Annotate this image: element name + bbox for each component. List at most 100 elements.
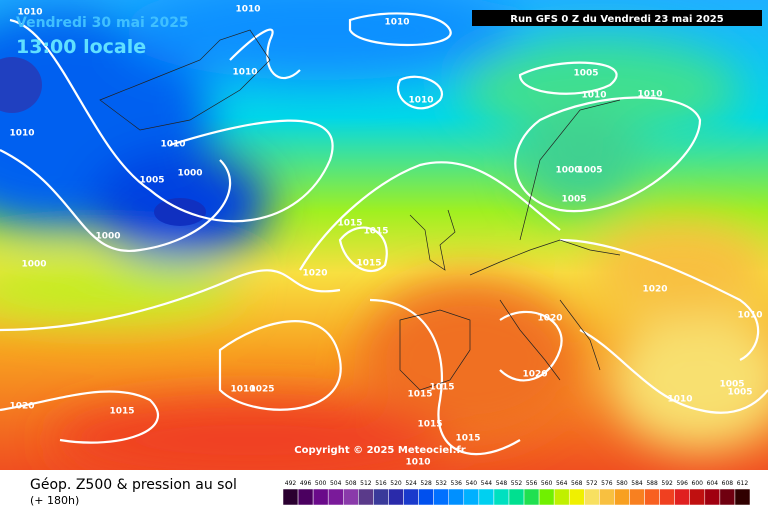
- scale-label: 572: [586, 480, 598, 487]
- isobar-label: 1005: [727, 388, 752, 398]
- scale-label: 604: [707, 480, 719, 487]
- isobar-label: 1010: [230, 385, 255, 395]
- copyright: Copyright © 2025 Meteociel.fr: [294, 445, 465, 456]
- scale-swatch: [704, 488, 721, 506]
- time: 13:00 locale: [16, 36, 146, 58]
- isobar-labels: 1010 1010 1010 1010 1005 1010 1010 1010 1010 1010…: [9, 5, 762, 468]
- scale-swatch: [388, 488, 404, 506]
- scale-swatch: [343, 488, 359, 506]
- scale-swatch: [297, 488, 314, 506]
- isobar-label: 1010: [384, 18, 409, 28]
- isobar-label: 1010: [637, 90, 662, 100]
- isobar-label: 1015: [455, 434, 480, 444]
- scale-label: 528: [420, 480, 432, 487]
- scale-swatch: [553, 488, 570, 506]
- scale-swatch: [523, 488, 540, 506]
- isobar-label: 1020: [537, 314, 562, 324]
- isobar-label: 1015: [417, 420, 442, 430]
- isobar-label: 1010: [9, 129, 34, 139]
- scale-swatch: [478, 488, 495, 506]
- scale-swatch: [327, 488, 344, 506]
- scale-label: 532: [435, 480, 447, 487]
- scale-swatch: [614, 488, 630, 506]
- isobar-label: 1010: [160, 140, 185, 150]
- footer-title: Géop. Z500 & pression au sol: [30, 477, 237, 493]
- scale-label: 492: [285, 480, 297, 487]
- scale-swatch: [358, 488, 374, 506]
- scale-swatch: [373, 488, 389, 506]
- scale-label: 556: [526, 480, 538, 487]
- scale-swatch: [493, 488, 510, 506]
- scale-label: 500: [315, 480, 327, 487]
- isobar-label: 1010: [405, 458, 430, 468]
- scale-label: 560: [541, 480, 553, 487]
- isobar-label: 1000: [177, 169, 202, 179]
- scale-label: 516: [375, 480, 387, 487]
- color-scale: 492 496 500 504 508 512 516 520 524 528 532 536 540 5…: [282, 480, 751, 506]
- scale-label: 496: [300, 480, 312, 487]
- isobar-label: 1000: [555, 166, 580, 176]
- isobar-label: 1020: [9, 402, 34, 412]
- isobar-label: 1010: [408, 96, 433, 106]
- isobar-label: 1010: [667, 395, 692, 405]
- isobar-label: 1015: [407, 390, 432, 400]
- date: Vendredi 30 mai 2025: [16, 15, 189, 31]
- scale-label: 596: [676, 480, 688, 487]
- scale-label: 576: [601, 480, 613, 487]
- scale-swatch: [538, 488, 555, 506]
- isobar-label: 1000: [21, 260, 46, 270]
- isobar-label: 1005: [561, 195, 586, 205]
- isobar-label: 1015: [429, 383, 454, 393]
- isobar-label: 1010: [17, 8, 42, 18]
- isobar-label: 1005: [577, 166, 602, 176]
- scale-label: 504: [330, 480, 342, 487]
- scale-label: 612: [737, 480, 749, 487]
- isobar-label: 1000: [95, 232, 120, 242]
- run-box: [472, 10, 762, 26]
- scale-swatch: [508, 488, 525, 506]
- scale-swatch: [433, 488, 449, 506]
- scale-swatch: [282, 488, 299, 506]
- scale-label: 536: [451, 480, 463, 487]
- scale-swatch: [584, 488, 600, 506]
- scale-swatch: [719, 488, 736, 506]
- scale-label: 540: [466, 480, 478, 487]
- scale-swatch: [659, 488, 675, 506]
- scale-label: 520: [390, 480, 402, 487]
- scale-swatch: [448, 488, 465, 506]
- field: [0, 0, 768, 470]
- isobar-label: 1010: [737, 311, 762, 321]
- isobar-label: 1015: [356, 259, 381, 269]
- scale-label: 548: [496, 480, 508, 487]
- scale-label: 512: [360, 480, 372, 487]
- scale-label: 592: [661, 480, 673, 487]
- scale-label: 564: [556, 480, 568, 487]
- isobar-label: 1015: [109, 407, 134, 417]
- scale-label: 600: [692, 480, 704, 487]
- isobar-label: 1020: [522, 370, 547, 380]
- isobar-label: 1015: [337, 219, 362, 229]
- scale-swatch: [463, 488, 480, 506]
- isobar-label: 1020: [642, 285, 667, 295]
- isobar-label: 1010: [235, 5, 260, 15]
- scale-swatch: [418, 488, 434, 506]
- scale-swatch: [403, 488, 419, 506]
- scale-label: 544: [481, 480, 493, 487]
- scale-label: 588: [646, 480, 658, 487]
- isobar-label: 1010: [581, 91, 606, 101]
- scale-label: 584: [631, 480, 643, 487]
- scale-label: 580: [616, 480, 628, 487]
- footer-lead: (+ 180h): [30, 494, 79, 507]
- isobar-label: 1005: [719, 380, 744, 390]
- scale-swatch: [629, 488, 645, 506]
- scale-swatch: [689, 488, 706, 506]
- scale-swatch: [734, 488, 751, 506]
- scale-swatch: [568, 488, 585, 506]
- isobar-label: 1010: [232, 68, 257, 78]
- scale-label: 508: [345, 480, 357, 487]
- scale-swatch: [599, 488, 615, 506]
- scale-label: 552: [511, 480, 523, 487]
- isobar-label: 1005: [139, 176, 164, 186]
- scale-label: 524: [405, 480, 417, 487]
- scale-label: 608: [722, 480, 734, 487]
